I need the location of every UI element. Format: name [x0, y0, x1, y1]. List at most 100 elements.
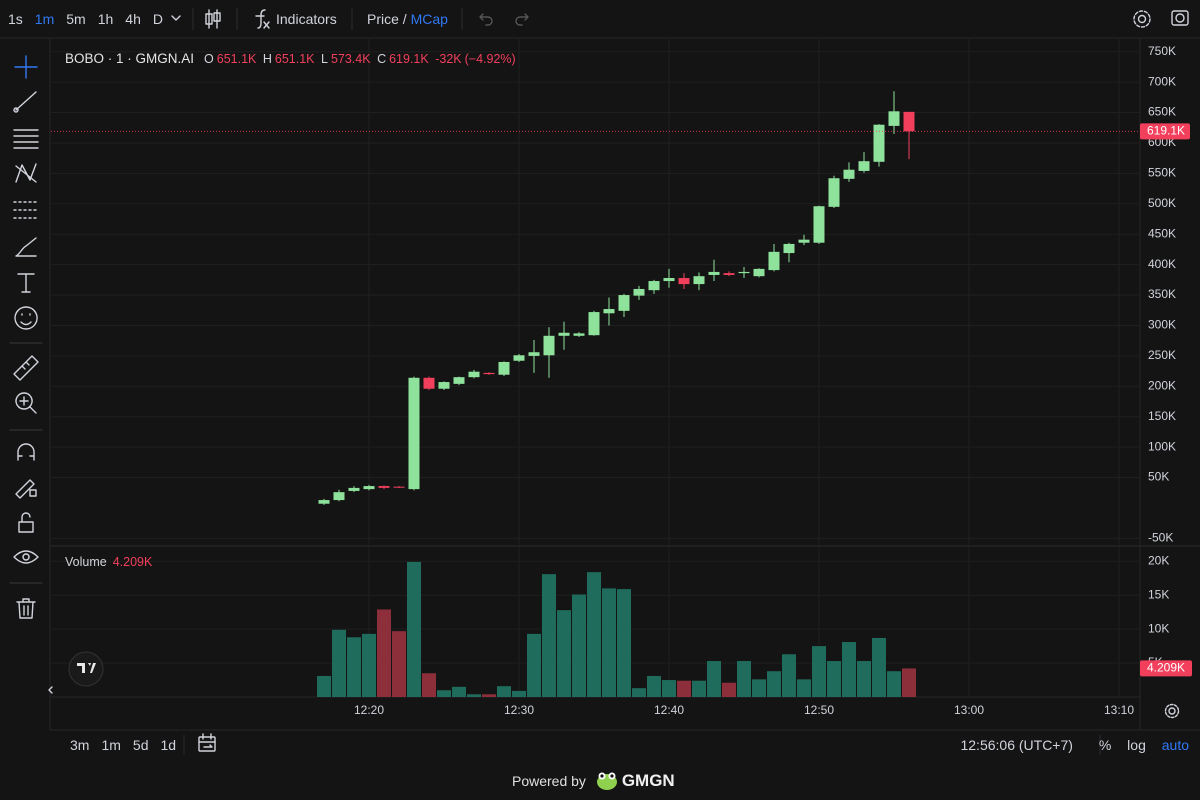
- screenshot-icon[interactable]: [1171, 10, 1189, 26]
- candle-body: [573, 333, 585, 336]
- interval-button[interactable]: 1s: [8, 11, 23, 27]
- volume-bar: [767, 671, 781, 697]
- candle-body: [588, 312, 600, 336]
- y-tick-label: 150K: [1148, 409, 1176, 423]
- candle-body: [423, 377, 435, 389]
- range-button[interactable]: 1d: [160, 737, 177, 753]
- emoji-tool[interactable]: [14, 306, 38, 330]
- range-button[interactable]: 3m: [70, 737, 90, 753]
- volume-bar: [677, 680, 691, 697]
- candle-body: [783, 243, 795, 254]
- left-toolbar: [9, 55, 53, 694]
- last-price-label: 619.1K: [1147, 123, 1185, 137]
- range-button[interactable]: 1m: [101, 737, 121, 753]
- y-tick-label: 450K: [1148, 226, 1176, 240]
- candle-body: [633, 288, 645, 296]
- y-tick-label: 200K: [1148, 378, 1176, 392]
- volume-bar: [542, 574, 556, 697]
- candle-body: [318, 500, 330, 504]
- price-toggle[interactable]: Price: [367, 11, 399, 27]
- volume-bar: [887, 671, 901, 697]
- candle-body: [468, 371, 480, 378]
- axes: 12:20 12:30 12:40 12:50 13:00 13:10 750K 700K 65…: [354, 44, 1192, 717]
- chart-type-icon[interactable]: [205, 9, 221, 29]
- redo-icon[interactable]: [515, 13, 529, 26]
- candle-body: [408, 377, 420, 490]
- interval-button[interactable]: 1m: [34, 11, 55, 27]
- interval-button[interactable]: 5m: [66, 11, 86, 27]
- delete-tool[interactable]: [16, 598, 36, 619]
- goto-date-icon[interactable]: [198, 733, 216, 752]
- volume-bar: [857, 661, 871, 697]
- price-legend: BOBO · 1 · GMGN.AI O 651.1K H 651.1K L 573.4…: [65, 51, 519, 66]
- zoom-tool[interactable]: [15, 392, 37, 414]
- ruler-tool[interactable]: [13, 355, 39, 381]
- lock-tool[interactable]: [18, 512, 34, 533]
- candle-body: [453, 377, 465, 384]
- clock: 12:56:06 (UTC+7): [960, 737, 1073, 753]
- projection-tool[interactable]: [13, 201, 39, 219]
- trendline-tool[interactable]: [13, 91, 37, 113]
- auto-toggle[interactable]: auto: [1161, 737, 1189, 753]
- brand: GMGN: [621, 771, 675, 790]
- legend-value: 651.1K: [216, 52, 257, 66]
- volume-bar: [812, 646, 826, 697]
- candle-body: [348, 487, 360, 491]
- x-tick-label: 13:10: [1104, 703, 1134, 717]
- volume-bar: [662, 680, 676, 697]
- text-tool[interactable]: [17, 273, 35, 293]
- last-volume-box: [1140, 660, 1192, 677]
- volume-bar: [902, 668, 916, 697]
- candle-body: [663, 278, 675, 282]
- legend-key: C: [377, 52, 387, 66]
- percent-toggle[interactable]: %: [1098, 737, 1112, 753]
- axis-settings-icon[interactable]: [1164, 703, 1180, 719]
- indicators-label[interactable]: Indicators: [276, 11, 337, 27]
- collapse-toolbar[interactable]: [48, 686, 53, 694]
- pattern-tool[interactable]: [15, 163, 37, 183]
- range-button[interactable]: 5d: [132, 737, 149, 753]
- x-tick-label: 12:30: [504, 703, 534, 717]
- interval-button[interactable]: 1h: [97, 11, 114, 27]
- log-toggle[interactable]: log: [1127, 737, 1146, 753]
- y-tick-label: 700K: [1148, 74, 1176, 88]
- settings-icon[interactable]: [1133, 10, 1151, 28]
- candle-body: [528, 352, 540, 356]
- magnet-tool[interactable]: [17, 443, 35, 461]
- interval-button[interactable]: D: [152, 11, 163, 27]
- chevron-down[interactable]: [171, 15, 181, 21]
- candle-body: [678, 278, 690, 285]
- visibility-tool[interactable]: [13, 550, 39, 564]
- volume-bar: [422, 673, 436, 697]
- legend-change-pct: (−4.92%): [464, 52, 516, 66]
- interval-button[interactable]: 4h: [125, 11, 141, 27]
- y-tick-label: 10K: [1148, 621, 1169, 635]
- crosshair-tool[interactable]: [14, 55, 38, 79]
- brush-tool[interactable]: [15, 237, 37, 257]
- volume-bar: [572, 594, 586, 697]
- volume-bar: [752, 679, 766, 697]
- legend-value: 651.1K: [274, 52, 315, 66]
- indicators-button[interactable]: Indicators: [276, 10, 337, 28]
- candle-body: [843, 169, 855, 179]
- volume-bar: [317, 675, 331, 697]
- volume-bar: [437, 690, 451, 697]
- legend-key: H: [262, 52, 272, 66]
- volume-bar: [482, 694, 496, 697]
- fib-tool[interactable]: [13, 129, 39, 149]
- y-tick-label: 50K: [1148, 470, 1169, 484]
- undo-icon[interactable]: [479, 13, 493, 26]
- fx-icon[interactable]: [255, 9, 270, 29]
- candle-body: [438, 382, 450, 389]
- y-tick-label: -50K: [1148, 531, 1173, 545]
- y-tick-label: 500K: [1148, 196, 1176, 210]
- drawing-lock-tool[interactable]: [15, 479, 37, 499]
- volume-bar: [497, 686, 511, 697]
- volume-bar: [737, 661, 751, 697]
- y-tick-label: 300K: [1148, 318, 1176, 332]
- x-tick-label: 12:50: [804, 703, 834, 717]
- mcap-toggle[interactable]: MCap: [410, 11, 448, 27]
- candle-body: [708, 271, 720, 275]
- volume-title: Volume: [65, 555, 107, 569]
